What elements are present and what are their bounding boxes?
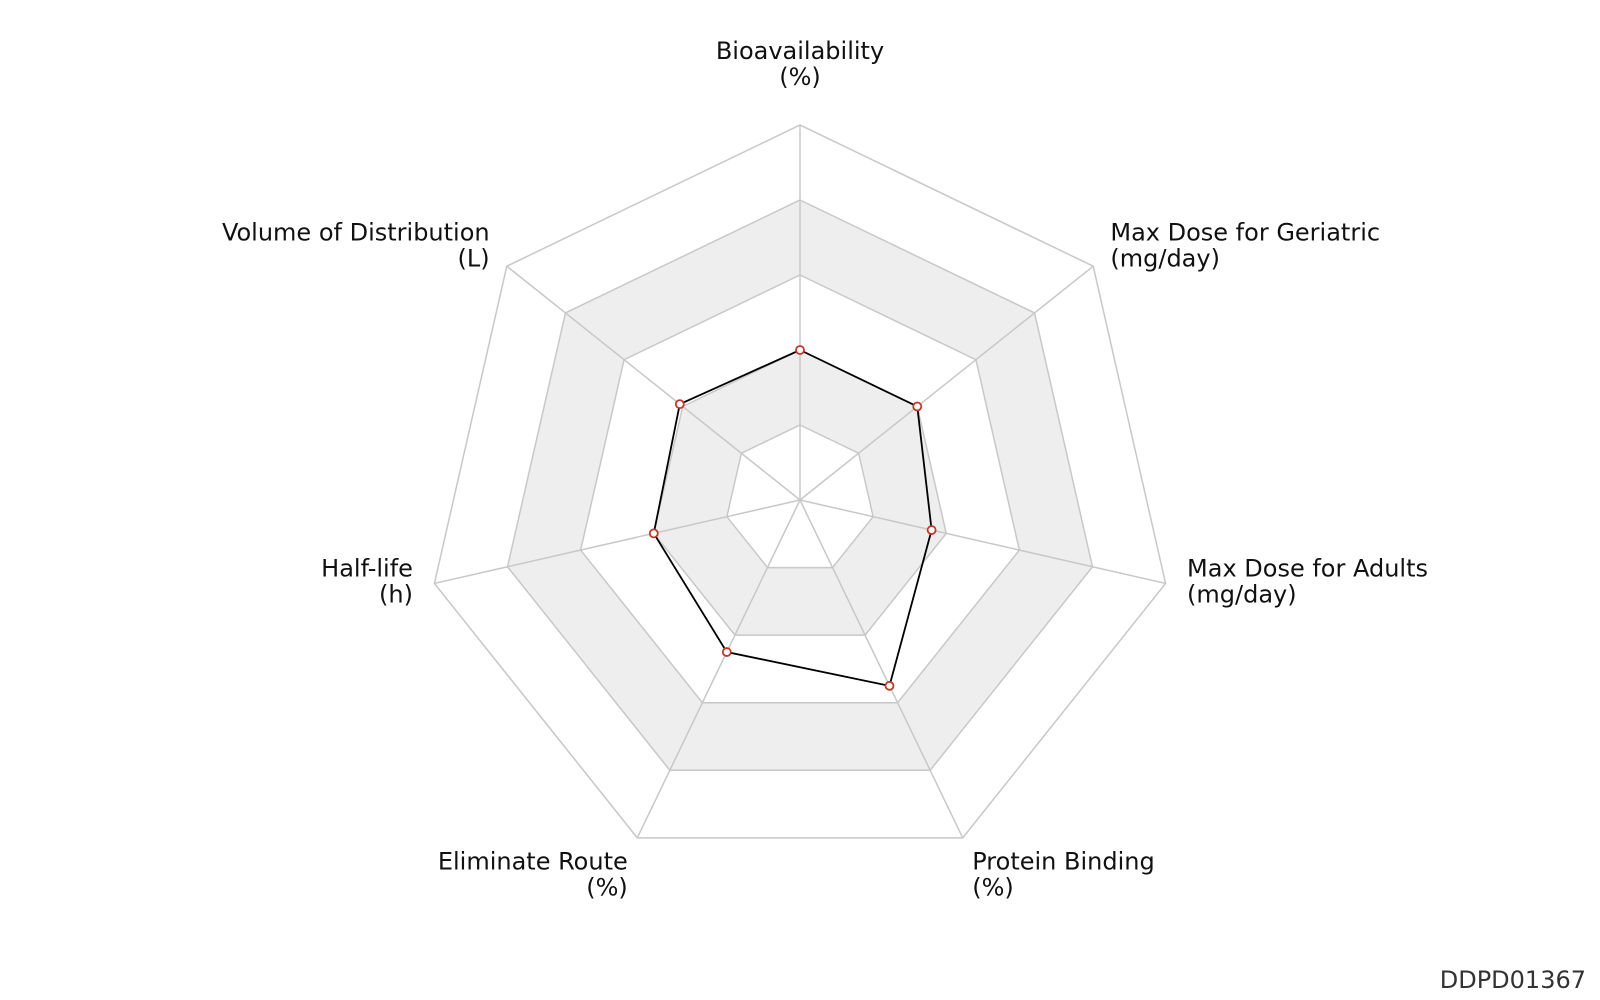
axis-unit-6: (L) — [458, 244, 490, 272]
spoke-1 — [799, 265, 1094, 501]
data-point-5 — [648, 528, 659, 539]
axis-label-4: Eliminate Route — [438, 848, 628, 876]
axis-unit-0: (%) — [779, 63, 821, 91]
series-line — [652, 349, 933, 687]
axis-label-0: Bioavailability — [716, 37, 884, 65]
radar-series — [648, 345, 937, 691]
radar-spokes — [434, 125, 1166, 839]
axis-unit-3: (%) — [972, 874, 1014, 902]
grid-ring-5 — [433, 124, 1167, 839]
grid-ring-1 — [726, 424, 874, 569]
radar-grid-rings — [433, 124, 1167, 839]
data-point-6 — [674, 399, 685, 410]
data-point-3 — [884, 680, 895, 691]
radar-axis-labels: Bioavailability(%)Max Dose for Geriatric… — [222, 37, 1428, 902]
data-point-4 — [721, 647, 732, 657]
spoke-3 — [799, 499, 964, 839]
axis-label-6: Volume of Distribution — [222, 218, 490, 246]
axis-label-5: Half-life — [321, 554, 413, 582]
axis-label-3: Protein Binding — [972, 848, 1154, 876]
data-point-1 — [912, 401, 923, 412]
axis-label-1: Max Dose for Geriatric — [1110, 218, 1380, 246]
axis-unit-4: (%) — [586, 874, 628, 902]
spoke-4 — [636, 499, 801, 839]
data-point-0 — [795, 345, 805, 355]
spoke-2 — [799, 499, 1166, 585]
data-point-2 — [926, 525, 937, 535]
axis-unit-1: (mg/day) — [1110, 244, 1220, 272]
spoke-6 — [506, 265, 801, 501]
chart-id-code: DDPD01367 — [1439, 966, 1586, 994]
grid-ring-4 — [506, 199, 1094, 772]
grid-ring-2 — [652, 349, 948, 636]
axis-unit-5: (h) — [379, 580, 413, 608]
axis-label-2: Max Dose for Adults — [1187, 554, 1428, 582]
axis-unit-2: (mg/day) — [1187, 580, 1297, 608]
grid-ring-3 — [579, 274, 1021, 704]
spoke-5 — [434, 499, 801, 585]
